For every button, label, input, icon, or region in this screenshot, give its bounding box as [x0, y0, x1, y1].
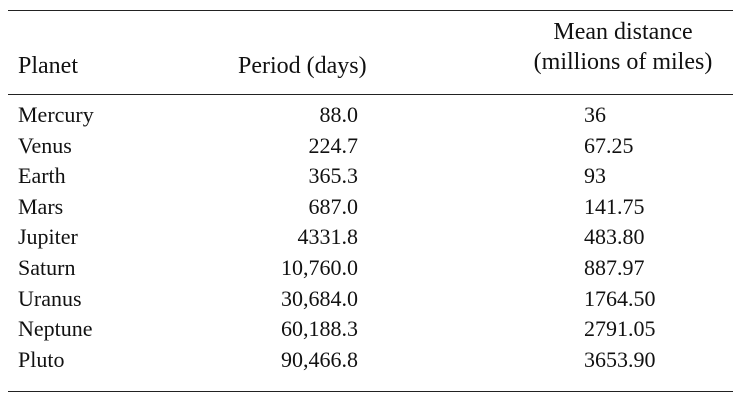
cell-distance: 141.75: [584, 193, 645, 219]
cell-distance: 93: [584, 163, 606, 189]
cell-planet: Mercury: [18, 102, 94, 127]
cell-planet: Venus: [18, 132, 72, 158]
cell-period: 88.0: [319, 102, 359, 127]
cell-distance: 1764.50: [584, 285, 656, 311]
cell-planet: Mars: [18, 193, 64, 219]
cell-period: 224.7: [308, 132, 359, 158]
cell-period: 30,684.0: [281, 285, 358, 311]
cell-period: 4331.8: [297, 224, 359, 250]
table-row: Earth 365.3 93: [0, 161, 740, 192]
table-header-rule: [8, 94, 733, 95]
table-top-rule: [8, 10, 733, 11]
cell-period: 687.0: [308, 193, 359, 219]
cell-period: 60,188.3: [281, 316, 358, 342]
cell-distance: 483.80: [584, 224, 645, 250]
table-row: Uranus 30,684.0 1764.50: [0, 284, 740, 315]
cell-planet: Jupiter: [18, 224, 78, 250]
header-mean-distance-line1: Mean distance: [553, 19, 693, 45]
header-planet: Planet: [18, 53, 78, 79]
cell-planet: Earth: [18, 163, 66, 189]
cell-distance: 67.25: [584, 132, 634, 158]
header-period: Period (days): [238, 53, 367, 79]
table-row: Mars 687.0 141.75: [0, 192, 740, 223]
table-row: Saturn 10,760.0 887.97: [0, 253, 740, 284]
table-body: Mercury 88.0 36 Venus 224.7 67.25 Earth …: [0, 100, 740, 375]
cell-planet: Pluto: [18, 346, 65, 372]
table-row: Pluto 90,466.8 3653.90: [0, 345, 740, 376]
cell-period: 90,466.8: [281, 346, 358, 372]
cell-planet: Saturn: [18, 254, 76, 280]
cell-distance: 36: [584, 102, 606, 127]
cell-distance: 2791.05: [584, 316, 656, 342]
cell-period: 10,760.0: [281, 254, 358, 280]
table-row: Mercury 88.0 36: [0, 100, 740, 131]
cell-distance: 887.97: [584, 254, 645, 280]
cell-distance: 3653.90: [584, 346, 656, 372]
header-mean-distance: Mean distance (millions of miles): [520, 17, 726, 77]
cell-planet: Neptune: [18, 316, 93, 342]
table-row: Venus 224.7 67.25: [0, 131, 740, 162]
table-row: Neptune 60,188.3 2791.05: [0, 314, 740, 345]
header-mean-distance-line2: (millions of miles): [533, 49, 713, 75]
table-bottom-rule: [8, 391, 733, 392]
cell-planet: Uranus: [18, 285, 82, 311]
cell-period: 365.3: [308, 163, 359, 189]
table-row: Jupiter 4331.8 483.80: [0, 222, 740, 253]
